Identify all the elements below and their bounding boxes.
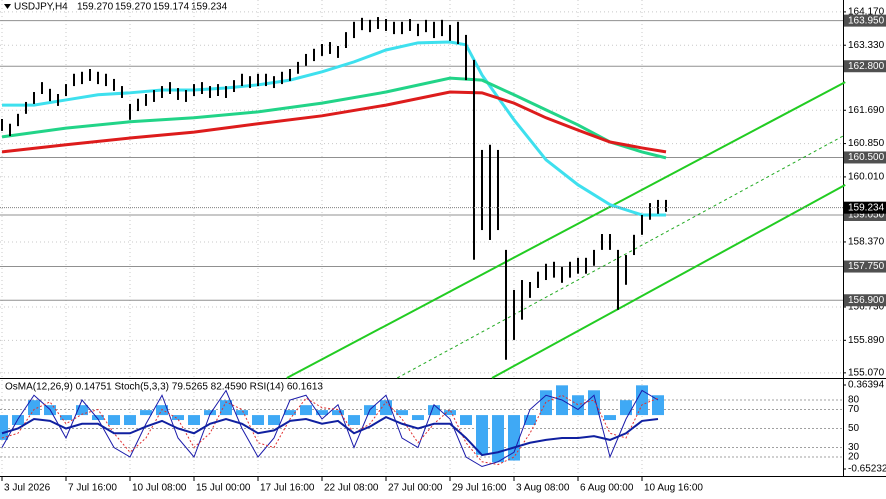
level-box [844,294,886,307]
osma-bar [92,415,104,421]
level-label: 159.050 [848,210,885,221]
x-tick-label: 3 Jul 2026 [4,483,51,494]
y-tick-label: 156.730 [848,302,885,313]
osma-bar [76,405,88,416]
osma-bar [508,415,520,461]
current-price-box [844,201,886,214]
indicator-line [1,389,659,468]
y2-tick-label: 0.36394 [848,380,885,391]
y-tick-label: 163.330 [848,40,885,51]
x-tick-label: 22 Jul 08:00 [324,483,379,494]
moving-average [1,76,667,160]
osma-bar [236,410,248,416]
y-tick-label: 155.070 [848,367,885,378]
trend-line [286,81,846,379]
level-box [844,260,886,273]
osma-bar [28,400,40,416]
osma-bar [652,395,664,416]
current-price-label: 159.234 [848,202,885,213]
y-tick-label: 80 [848,395,860,406]
osma-bar [172,415,184,421]
osma-bar [396,410,408,416]
indicator-line [1,415,659,457]
osma-bar [348,415,360,426]
osma-bar [588,390,600,416]
osma-bar [492,415,504,463]
header-value: 159.234 [191,2,228,13]
osma-bar [412,415,424,421]
level-label: 163.950 [848,15,885,26]
x-tick-label: 7 Jul 16:00 [68,483,117,494]
level-box [844,151,886,164]
osma-bar [636,385,648,416]
osma-bar [444,410,456,416]
osma-bar [108,415,120,426]
x-tick-label: 3 Aug 08:00 [516,483,570,494]
level-label: 160.500 [848,152,885,163]
header-value: 159.270 [77,2,114,13]
osma-bar [316,410,328,416]
osma-bar [332,410,344,416]
level-box [844,60,886,73]
y-tick-label: 70 [848,404,860,415]
y-tick-label: 20 [848,452,860,463]
osma-bar [476,415,488,455]
osma-bar [268,415,280,426]
osma-bar [620,400,632,416]
y-tick-label: 161.690 [848,105,885,116]
header-value: 159.270 [115,2,152,13]
osma-bar [140,410,152,416]
y-tick-label: 160.010 [848,172,885,183]
x-tick-label: 6 Aug 00:00 [580,483,634,494]
trend-line [491,183,846,379]
osma-bar [604,415,616,421]
y-tick-label: 155.890 [848,335,885,346]
level-label: 162.800 [848,61,885,72]
osma-bar [300,405,312,416]
osma-bar [428,405,440,416]
osma-bar [220,400,232,416]
indicator-line [1,394,659,466]
osma-bar [252,415,264,426]
osma-bar [204,410,216,416]
trend-line [396,134,846,379]
x-tick-label: 27 Jul 00:00 [388,483,443,494]
osma-bar [12,415,24,426]
symbol-icon [4,4,11,9]
x-tick-label: 10 Aug 16:00 [644,483,703,494]
moving-average [2,40,666,217]
y-tick-label: 164.170 [848,7,885,18]
osma-bar [0,415,8,440]
osma-bar [572,395,584,416]
indicator-title: OsMA(12,26,9) 0.14751 Stoch(5,3,3) 79.52… [5,382,323,393]
level-label: 157.750 [848,261,885,272]
x-tick-label: 15 Jul 00:00 [196,483,251,494]
x-tick-label: 17 Jul 16:00 [260,483,315,494]
y-tick-label: 30 [848,442,860,453]
header-value: 159.174 [153,2,190,13]
chart-title: USDJPY,H4 [14,2,68,13]
y-tick-label: 160.850 [848,138,885,149]
y2-tick-label: -0.65232 [848,464,886,475]
level-box [844,14,886,27]
osma-bar [524,415,536,426]
y-tick-label: 158.370 [848,237,885,248]
osma-bar [284,410,296,416]
x-tick-label: 10 Jul 08:00 [132,483,187,494]
level-label: 156.900 [848,295,885,306]
osma-bar [188,415,200,426]
y-tick-label: 50 [848,423,860,434]
osma-bar [460,415,472,426]
moving-average [1,90,667,154]
x-tick-label: 29 Jul 16:00 [452,483,507,494]
osma-bar [60,415,72,421]
osma-bar [124,415,136,426]
